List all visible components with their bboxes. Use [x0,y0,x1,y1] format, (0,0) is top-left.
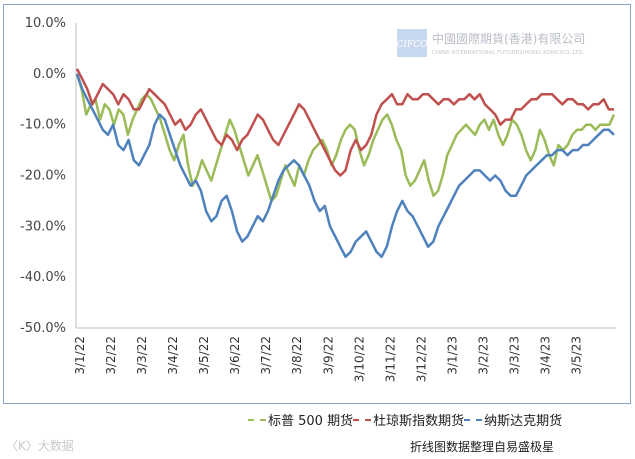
series-lines [75,68,616,259]
y-tick-label: -20.0% [20,169,66,184]
x-tick-label: 3/9/22 [321,336,335,375]
x-tick-label: 3/6/22 [228,336,242,375]
legend-swatch-sp500 [248,418,266,421]
legend-item-nasdaq: 纳斯达克期货 [464,410,562,429]
y-tick-label: -30.0% [20,219,66,234]
x-tick-label: 3/8/22 [290,336,304,375]
legend-swatch-nasdaq [464,418,483,421]
legend: 标普 500 期货 杜琼斯指数期货 纳斯达克期货 [248,410,562,429]
x-tick-label: 3/5/22 [197,336,211,375]
y-tick-label: -50.0% [20,321,66,336]
x-axis: 3/1/22 3/2/22 3/3/22 3/4/22 3/5/22 3/6/22 3/7/… [73,327,616,382]
x-tick-label: 3/5/23 [570,336,584,375]
chart-frame: CIFCO 中國國際期貨(香港)有限公司 CHINA INTERNATIONAL… [3,4,631,404]
y-tick-label: -40.0% [20,270,66,285]
x-tick-label: 3/4/22 [166,336,180,375]
x-tick-label: 3/4/23 [539,336,553,375]
y-tick-label: -10.0% [20,118,66,133]
legend-label-nasdaq: 纳斯达克期货 [484,414,563,429]
x-tick-label: 3/3/22 [135,336,149,375]
y-axis: 10.0% 0.0% -10.0% -20.0% -30.0% -40.0% -50.0% [20,16,77,336]
series-line-dow [75,68,614,177]
x-tick-label: 3/10/22 [352,336,366,382]
line-chart: CIFCO 中國國際期貨(香港)有限公司 CHINA INTERNATIONAL… [20,16,616,382]
watermark-subtitle: CHINA INTERNATIONAL FUTURES(HONG KONG)CO… [432,50,585,56]
legend-swatch-dow [353,418,372,421]
legend-item-sp500: 标普 500 期货 [248,410,353,429]
legend-label-sp500: 标普 500 期货 [268,414,354,429]
y-tick-label: 10.0% [25,16,66,31]
series-line-nasdaq [75,73,615,259]
footer-source-note: 折线图数据整理自易盛极星 [410,440,555,454]
x-tick-label: 3/11/22 [383,336,397,382]
x-tick-label: 3/12/22 [414,336,428,382]
watermark-title: 中國國際期貨(香港)有限公司 [432,31,585,46]
x-tick-label: 3/1/23 [445,336,459,375]
legend-item-dow: 杜琼斯指数期货 [353,410,464,429]
series-line-sp500 [75,73,616,203]
watermark-logo-box [397,29,427,57]
company-watermark: CIFCO 中國國際期貨(香港)有限公司 CHINA INTERNATIONAL… [397,29,585,57]
footer-brand: 〈K〉大数据 [6,439,74,453]
x-tick-label: 3/1/22 [73,336,87,375]
watermark-logo-text: CIFCO [397,40,429,50]
x-tick-label: 3/2/22 [104,336,118,375]
x-tick-label: 3/2/23 [476,336,490,375]
x-tick-label: 3/7/22 [259,336,273,375]
x-tick-label: 3/3/23 [507,336,521,375]
y-tick-label: 0.0% [33,67,66,82]
legend-label-dow: 杜琼斯指数期货 [373,414,465,429]
